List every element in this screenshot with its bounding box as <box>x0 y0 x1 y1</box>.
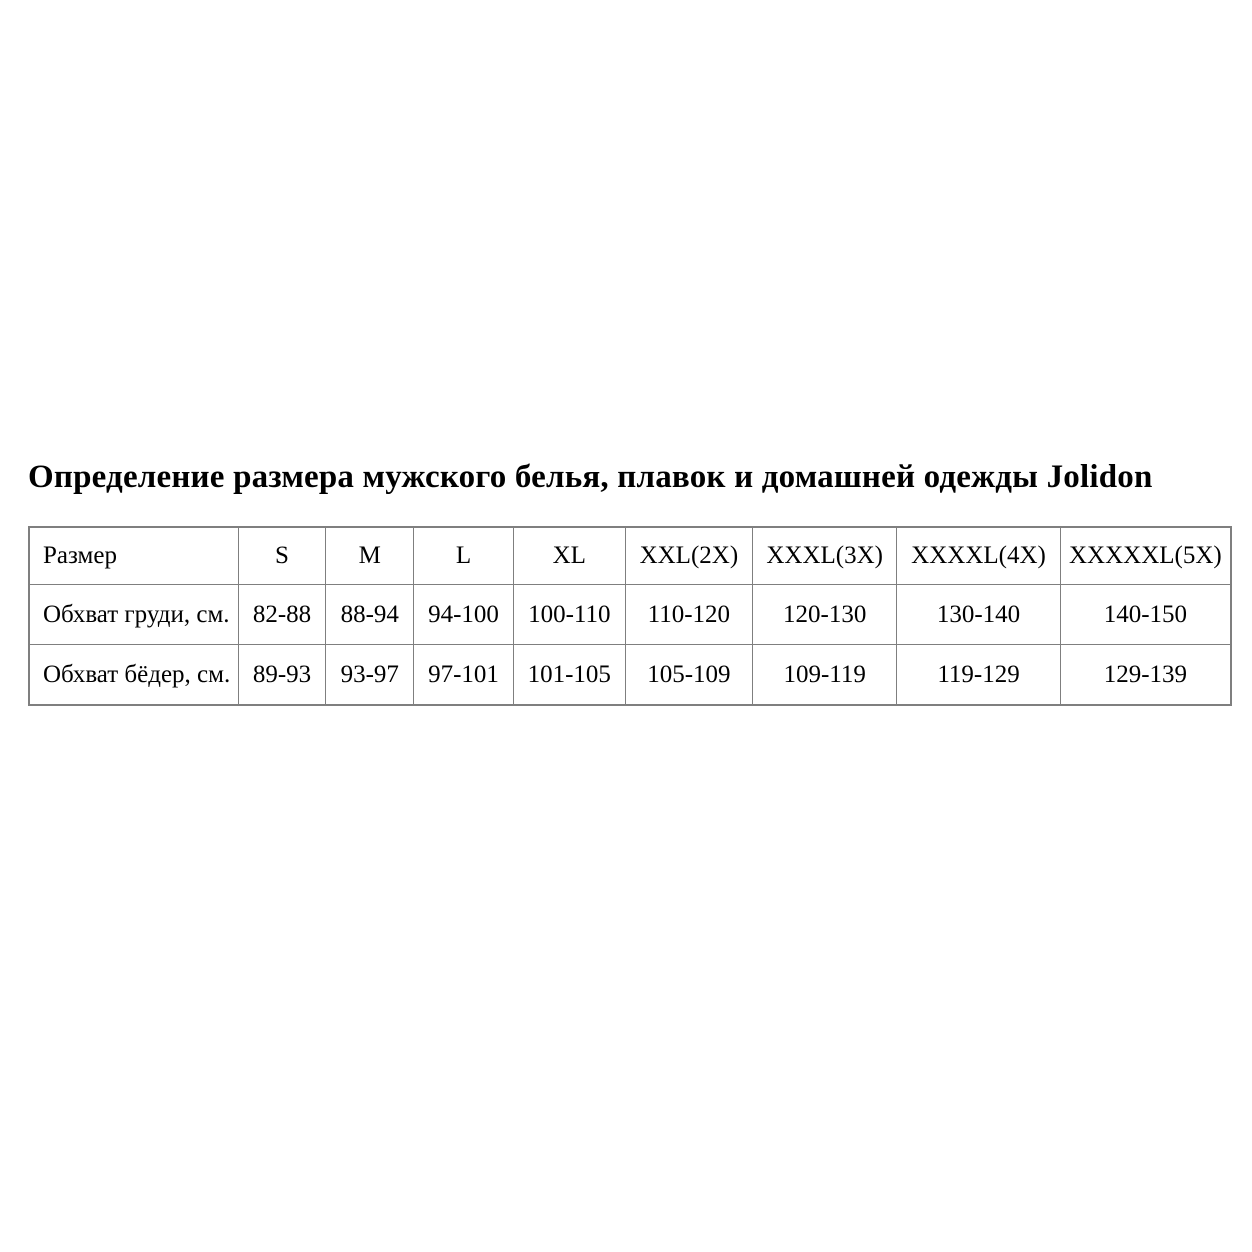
header-cell-xl: XL <box>512 526 626 586</box>
header-cell-m: M <box>325 526 415 586</box>
table-row-hips: Обхват бёдер, см. 89-93 93-97 97-101 101… <box>28 644 1232 706</box>
data-cell: 129-139 <box>1059 644 1232 706</box>
header-cell-xxxxl: XXXXL(4X) <box>896 526 1061 586</box>
header-cell-xxxxxl: XXXXXL(5X) <box>1059 526 1232 586</box>
header-cell-size: Размер <box>28 526 239 586</box>
table-row-chest: Обхват груди, см. 82-88 88-94 94-100 100… <box>28 584 1232 646</box>
row-label-hips: Обхват бёдер, см. <box>28 644 239 706</box>
data-cell: 110-120 <box>624 584 754 646</box>
data-cell: 120-130 <box>752 584 898 646</box>
data-cell: 94-100 <box>413 584 514 646</box>
size-chart-table: Размер S M L XL XXL(2X) XXXL(3X) XXXXL(4… <box>28 525 1232 706</box>
data-cell: 130-140 <box>896 584 1061 646</box>
row-label-chest: Обхват груди, см. <box>28 584 239 646</box>
data-cell: 119-129 <box>896 644 1061 706</box>
header-cell-xxl: XXL(2X) <box>624 526 754 586</box>
header-cell-xxxl: XXXL(3X) <box>752 526 898 586</box>
data-cell: 97-101 <box>413 644 514 706</box>
data-cell: 93-97 <box>325 644 415 706</box>
data-cell: 100-110 <box>512 584 626 646</box>
data-cell: 109-119 <box>752 644 898 706</box>
page-title: Определение размера мужского белья, плав… <box>28 459 1153 495</box>
data-cell: 89-93 <box>237 644 327 706</box>
data-cell: 140-150 <box>1059 584 1232 646</box>
data-cell: 105-109 <box>624 644 754 706</box>
data-cell: 88-94 <box>325 584 415 646</box>
data-cell: 82-88 <box>237 584 327 646</box>
header-cell-s: S <box>237 526 327 586</box>
data-cell: 101-105 <box>512 644 626 706</box>
header-cell-l: L <box>413 526 514 586</box>
table-header-row: Размер S M L XL XXL(2X) XXXL(3X) XXXXL(4… <box>28 526 1232 586</box>
